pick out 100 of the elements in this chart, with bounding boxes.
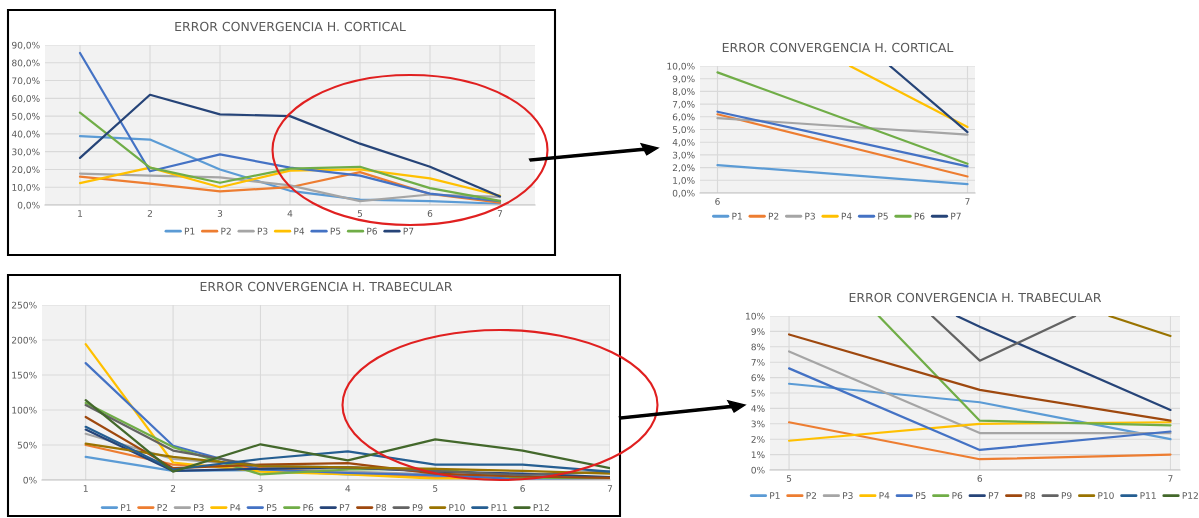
y-tick-label: 8% <box>751 343 765 351</box>
legend-label: P6 <box>952 492 963 499</box>
chart-title: ERROR CONVERGENCIA H. TRABECULAR <box>200 281 453 292</box>
x-tick-label: 6 <box>715 198 720 205</box>
x-tick-label: 3 <box>258 485 263 492</box>
legend-label: P9 <box>1061 492 1072 499</box>
y-tick-label: 10,0% <box>12 183 40 192</box>
y-tick-label: 5,0% <box>672 126 695 134</box>
y-tick-label: 6% <box>751 374 765 382</box>
legend-label: P11 <box>1140 492 1156 499</box>
x-tick-label: 1 <box>83 485 88 492</box>
y-tick-label: 30,0% <box>12 148 40 157</box>
legend-label: P3 <box>194 504 204 511</box>
y-tick-label: 5% <box>751 389 765 397</box>
y-tick-label: 10% <box>746 312 765 320</box>
y-tick-label: 1% <box>751 451 765 459</box>
y-tick-label: 80,0% <box>12 59 40 68</box>
legend-label: P2 <box>806 492 817 499</box>
y-tick-label: 3,0% <box>672 151 695 160</box>
legend-label: P12 <box>1182 492 1198 499</box>
x-tick-label: 7 <box>1168 475 1173 482</box>
legend-label: P1 <box>770 492 780 499</box>
y-tick-label: 20,0% <box>12 166 40 174</box>
x-tick-label: 4 <box>345 485 351 492</box>
x-tick-label: 2 <box>170 485 176 492</box>
line-series <box>78 93 502 198</box>
legend-label: P7 <box>951 212 961 220</box>
y-tick-label: 0,0% <box>17 201 40 210</box>
legend-label: P6 <box>367 227 377 235</box>
x-tick-label: 3 <box>217 210 223 217</box>
y-tick-label: 70,0% <box>12 77 40 86</box>
legend-label: P5 <box>878 212 888 220</box>
y-tick-label: 4,0% <box>672 138 695 147</box>
y-tick-label: 90,0% <box>12 41 40 50</box>
legend-label: P8 <box>376 504 387 511</box>
legend-label: P1 <box>184 227 195 235</box>
legend-label: P7 <box>988 492 999 499</box>
x-tick-label: 4 <box>287 210 293 217</box>
legend-label: P5 <box>330 227 341 235</box>
legend-label: P4 <box>879 492 890 499</box>
legend-label: P5 <box>916 492 926 499</box>
y-tick-label: 1,0% <box>673 177 695 185</box>
chart-title: ERROR CONVERGENCIA H. TRABECULAR <box>849 292 1102 303</box>
legend-label: P10 <box>1098 492 1114 499</box>
y-tick-label: 10,0% <box>667 62 695 71</box>
x-tick-label: 2 <box>147 210 152 217</box>
y-tick-label: 40,0% <box>11 130 40 139</box>
legend-label: P7 <box>403 227 414 235</box>
legend-label: P2 <box>221 227 231 235</box>
legend-label: P3 <box>843 492 853 499</box>
x-tick-label: 5 <box>433 485 438 492</box>
y-tick-label: 0% <box>23 476 37 484</box>
y-tick-label: 9,0% <box>672 75 695 84</box>
y-tick-label: 50,0% <box>12 112 40 121</box>
y-tick-label: 0,0% <box>672 189 695 198</box>
x-tick-label: 7 <box>965 198 970 205</box>
y-tick-label: 0% <box>751 466 765 474</box>
legend-label: P4 <box>294 227 305 235</box>
legend-label: P4 <box>841 212 852 220</box>
legend-label: P12 <box>533 504 549 511</box>
y-tick-label: 7% <box>751 358 765 366</box>
x-tick-label: 1 <box>78 210 83 217</box>
x-tick-label: 6 <box>520 485 525 492</box>
chart-title: ERROR CONVERGENCIA H. CORTICAL <box>722 42 954 53</box>
y-tick-label: 250% <box>11 301 37 309</box>
y-tick-label: 7,0% <box>672 100 695 109</box>
legend-label: P9 <box>412 504 423 511</box>
legend-label: P3 <box>257 227 268 235</box>
y-tick-label: 8,0% <box>672 88 695 96</box>
y-tick-label: 4% <box>751 405 765 412</box>
legend-label: P6 <box>914 212 925 220</box>
y-tick-label: 2% <box>751 435 765 443</box>
legend-label: P7 <box>339 504 350 511</box>
legend-label: P11 <box>491 504 507 511</box>
y-tick-label: 150% <box>12 371 37 379</box>
legend-label: P10 <box>449 504 465 511</box>
x-tick-label: 6 <box>427 210 433 217</box>
y-tick-label: 6,0% <box>672 113 695 122</box>
y-tick-label: 200% <box>11 336 37 344</box>
legend-label: P4 <box>230 504 241 511</box>
line-series <box>78 111 502 203</box>
legend-label: P3 <box>805 212 815 220</box>
legend-label: P2 <box>157 504 168 511</box>
y-tick-label: 100% <box>12 406 37 414</box>
x-tick-label: 5 <box>786 475 792 482</box>
legend-label: P8 <box>1025 492 1036 499</box>
line-series <box>84 415 610 480</box>
y-tick-label: 50% <box>17 441 37 449</box>
legend-label: P2 <box>768 212 779 220</box>
legend-label: P6 <box>303 504 314 511</box>
line-series <box>78 166 502 197</box>
chart-title: ERROR CONVERGENCIA H. CORTICAL <box>175 21 406 32</box>
x-tick-label: 6 <box>977 475 983 482</box>
x-tick-label: 7 <box>497 210 503 217</box>
legend-label: P1 <box>121 504 131 511</box>
x-tick-label: 5 <box>357 210 363 217</box>
legend-label: P1 <box>732 212 742 220</box>
x-tick-label: 7 <box>607 485 613 492</box>
y-tick-label: 9% <box>751 328 765 335</box>
line-series <box>84 425 610 473</box>
